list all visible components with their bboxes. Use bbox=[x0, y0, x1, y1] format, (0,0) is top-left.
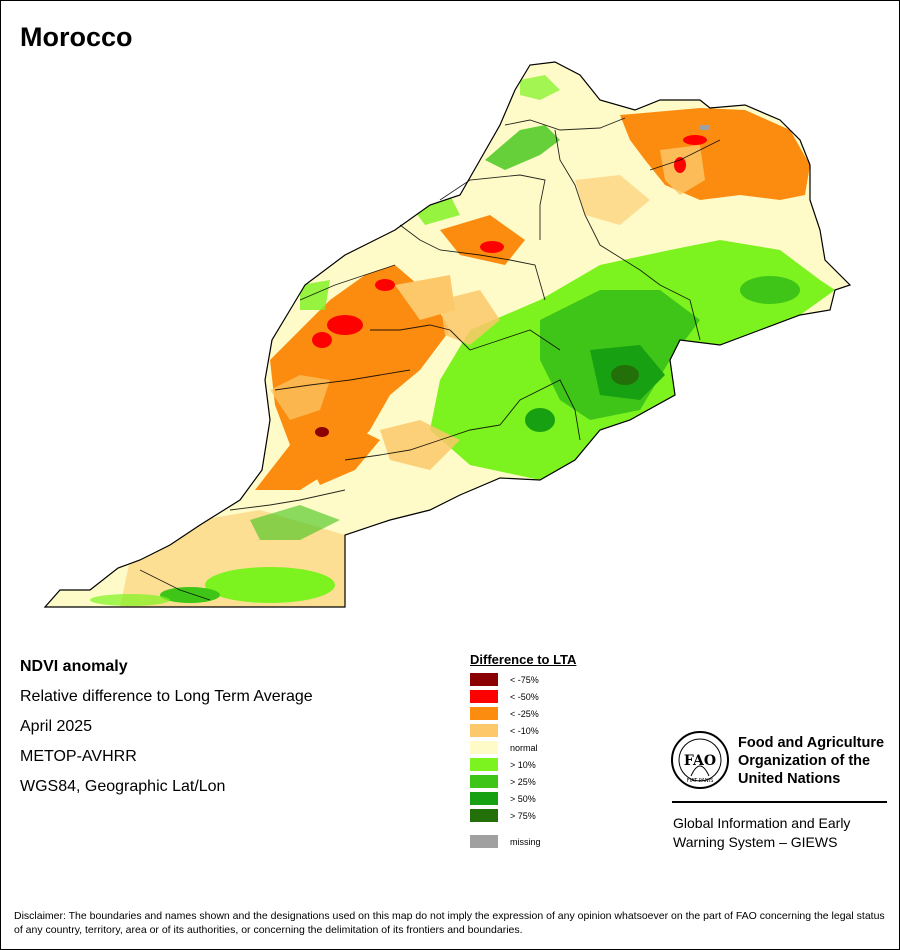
legend-label: > 75% bbox=[510, 810, 536, 821]
legend-item: > 75% bbox=[470, 807, 576, 824]
legend-item: < -25% bbox=[470, 705, 576, 722]
fao-logo-letters: FAO bbox=[684, 753, 716, 769]
legend-swatch bbox=[470, 775, 498, 788]
info-line-product: NDVI anomaly bbox=[20, 658, 128, 675]
fao-logo-motto: FIAT PANIS bbox=[687, 778, 714, 784]
info-line-description: Relative difference to Long Term Average bbox=[20, 688, 313, 705]
legend-item: < -50% bbox=[470, 688, 576, 705]
legend-swatch bbox=[470, 741, 498, 754]
legend-label: < -25% bbox=[510, 708, 539, 719]
disclaimer: Disclaimer: The boundaries and names sho… bbox=[14, 910, 885, 936]
ndvi-anomaly-map bbox=[43, 61, 852, 608]
legend-swatch bbox=[470, 724, 498, 737]
legend-swatch bbox=[470, 809, 498, 822]
map-title: Morocco bbox=[20, 22, 133, 52]
legend-label: > 50% bbox=[510, 793, 536, 804]
fao-logo-icon: FAO FIAT PANIS bbox=[671, 731, 729, 789]
country-outline bbox=[43, 61, 852, 608]
legend-item: normal bbox=[470, 739, 576, 756]
legend-swatch bbox=[470, 673, 498, 686]
legend-label: normal bbox=[510, 742, 538, 753]
info-line-period: April 2025 bbox=[20, 718, 93, 735]
legend-swatch bbox=[470, 758, 498, 771]
legend-swatch bbox=[470, 690, 498, 703]
legend-label: > 25% bbox=[510, 776, 536, 787]
legend-label: > 10% bbox=[510, 759, 536, 770]
region-boundaries bbox=[139, 117, 721, 601]
legend-item: < -10% bbox=[470, 722, 576, 739]
legend-swatch-missing bbox=[470, 835, 498, 848]
legend-label: < -10% bbox=[510, 725, 539, 736]
legend-item: < -75% bbox=[470, 671, 576, 688]
legend-label: < -50% bbox=[510, 691, 539, 702]
branding-divider bbox=[672, 801, 887, 803]
legend-item: > 10% bbox=[470, 756, 576, 773]
legend-label-missing: missing bbox=[510, 836, 541, 847]
legend-swatch bbox=[470, 707, 498, 720]
fao-org-name: Food and Agriculture Organization of the… bbox=[738, 735, 885, 787]
legend: Difference to LTA < -75% < -50% < -25% < -1… bbox=[470, 652, 576, 850]
legend-item-missing: missing bbox=[470, 833, 576, 850]
info-line-projection: WGS84, Geographic Lat/Lon bbox=[20, 778, 226, 795]
legend-item: > 25% bbox=[470, 773, 576, 790]
map-raster bbox=[45, 62, 850, 607]
legend-title: Difference to LTA bbox=[470, 652, 577, 667]
legend-item: > 50% bbox=[470, 790, 576, 807]
giews-name: Global Information and Early Warning Sys… bbox=[673, 815, 851, 850]
map-info: NDVI anomaly Relative difference to Long… bbox=[20, 657, 313, 807]
legend-swatch bbox=[470, 792, 498, 805]
legend-label: < -75% bbox=[510, 674, 539, 685]
info-line-sensor: METOP-AVHRR bbox=[20, 748, 137, 765]
